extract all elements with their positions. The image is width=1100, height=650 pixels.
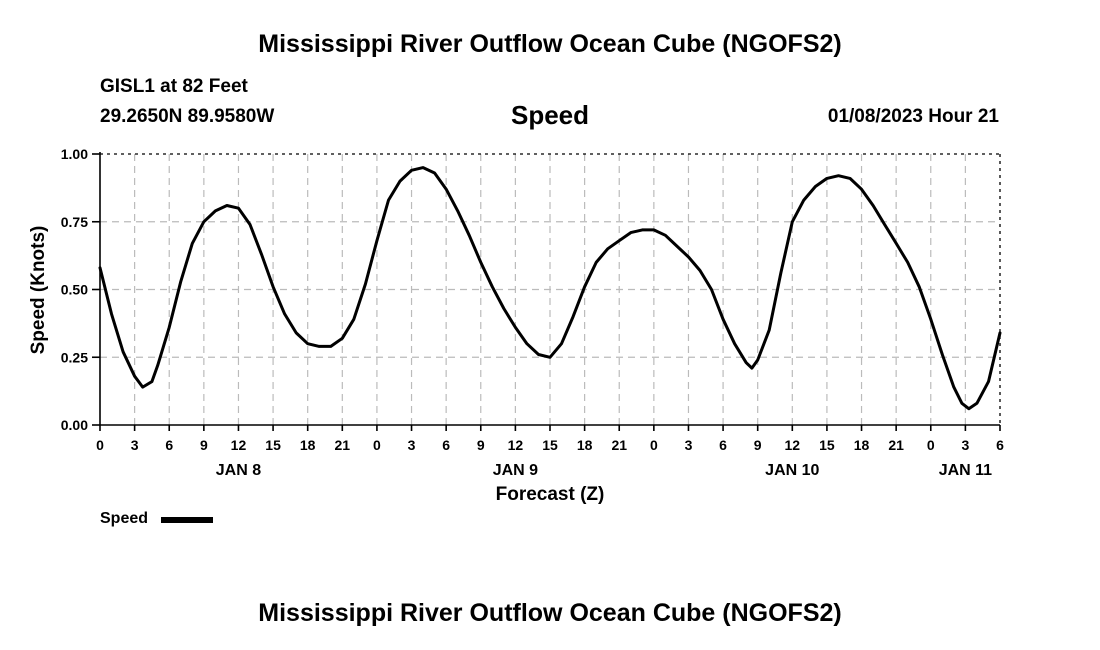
legend-label: Speed (100, 510, 149, 527)
x-tick-label: 6 (719, 437, 727, 453)
x-tick-label: 21 (335, 437, 351, 453)
day-label: JAN 9 (493, 462, 538, 479)
chart-title: Speed (510, 100, 590, 130)
page-title: Mississippi River Outflow Ocean Cube (NG… (258, 30, 842, 58)
x-tick-label: 21 (611, 437, 627, 453)
x-tick-label: 3 (685, 437, 693, 453)
x-tick-label: 0 (927, 437, 935, 453)
y-axis-label: Speed (Knots) (28, 226, 49, 355)
x-tick-label: 9 (477, 437, 485, 453)
x-tick-label: 15 (542, 437, 558, 453)
x-tick-label: 0 (96, 437, 104, 453)
station-coordinates: 29.2650N 89.9580W (100, 106, 275, 127)
y-tick-label: 0.50 (61, 282, 88, 298)
forecast-datetime: 01/08/2023 Hour 21 (827, 106, 999, 127)
x-tick-label: 3 (961, 437, 969, 453)
x-tick-label: 18 (577, 437, 593, 453)
x-tick-label: 6 (165, 437, 173, 453)
x-tick-label: 18 (300, 437, 316, 453)
footer-title: Mississippi River Outflow Ocean Cube (NG… (258, 599, 842, 627)
x-tick-label: 0 (650, 437, 658, 453)
y-tick-label: 0.00 (61, 417, 88, 433)
x-tick-label: 15 (819, 437, 835, 453)
y-tick-label: 1.00 (61, 146, 88, 162)
axes (92, 152, 1001, 431)
x-tick-label: 21 (888, 437, 904, 453)
x-tick-label: 9 (754, 437, 762, 453)
x-tick-label: 18 (854, 437, 870, 453)
x-tick-label: 3 (131, 437, 139, 453)
station-label: GISL1 at 82 Feet (100, 76, 248, 97)
y-tick-labels: 0.00 0.25 0.50 0.75 1.00 (61, 146, 88, 433)
x-tick-label: 0 (373, 437, 381, 453)
x-tick-label: 12 (508, 437, 524, 453)
legend-line-swatch (161, 517, 213, 523)
x-axis-label: Forecast (Z) (496, 484, 605, 505)
day-label: JAN 8 (216, 462, 261, 479)
y-tick-label: 0.25 (61, 349, 88, 365)
x-tick-label: 6 (996, 437, 1004, 453)
x-tick-label: 6 (442, 437, 450, 453)
day-label: JAN 11 (939, 462, 992, 479)
x-tick-label: 12 (785, 437, 801, 453)
x-tick-label: 12 (231, 437, 247, 453)
x-tick-label: 15 (265, 437, 281, 453)
speed-series-line (98, 166, 1002, 411)
day-labels: JAN 8 JAN 9 JAN 10 JAN 11 (216, 462, 992, 479)
x-tick-label: 3 (408, 437, 416, 453)
x-tick-label: 9 (200, 437, 208, 453)
y-tick-label: 0.75 (61, 214, 88, 230)
day-label: JAN 10 (765, 462, 819, 479)
series-layer (98, 166, 1002, 411)
x-tick-labels: 0 3 6 9 12 15 18 21 0 3 6 9 12 15 18 21 0 3 6 9 12 15 18 21 0 3 6 (96, 437, 1004, 453)
